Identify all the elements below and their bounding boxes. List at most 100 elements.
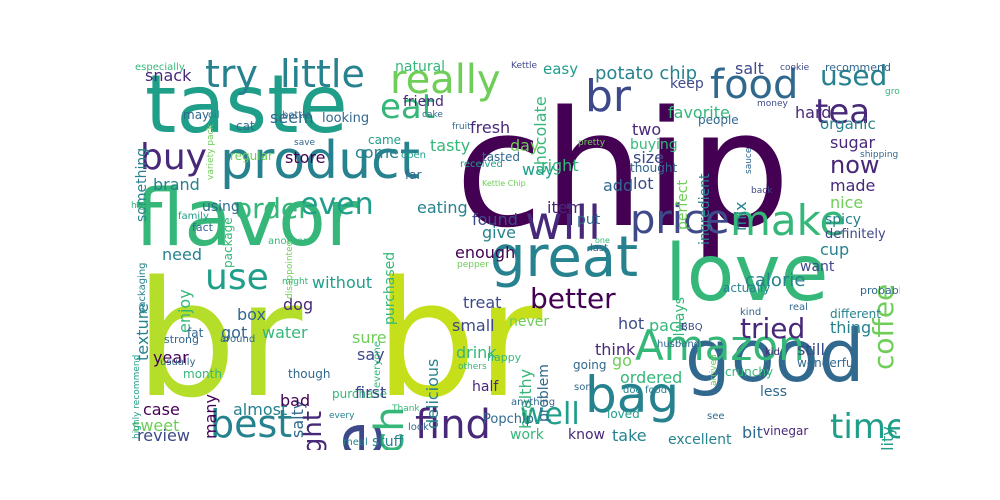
cloud-word-try: try xyxy=(205,52,259,96)
cloud-word-tasted: tasted xyxy=(482,150,521,164)
cloud-word-organic: organic xyxy=(820,115,876,133)
cloud-word-perfect: perfect xyxy=(675,179,691,230)
cloud-word-food: food xyxy=(710,62,799,108)
cloud-word-thank: Thank xyxy=(392,404,420,414)
cloud-word-tasty: tasty xyxy=(430,136,471,155)
cloud-word-made: made xyxy=(830,176,876,195)
cloud-word-keep: keep xyxy=(670,76,704,92)
cloud-word-better: better xyxy=(530,282,616,315)
cloud-word-every: every xyxy=(329,411,355,421)
cloud-word-take: take xyxy=(612,426,647,445)
cloud-word-bbq: BBQ xyxy=(681,322,703,333)
cloud-word-kind: kind xyxy=(740,307,762,318)
cloud-word-nice: nice xyxy=(830,193,864,212)
cloud-word-need: need xyxy=(162,245,202,264)
cloud-word-now: now xyxy=(830,151,880,179)
cloud-word-best: best xyxy=(210,402,293,446)
cloud-word-really: really xyxy=(390,57,501,103)
cloud-word-money: money xyxy=(757,99,788,109)
word-cloud: chipbrbrtasteflavoronegoodloveproductgre… xyxy=(125,50,900,450)
cloud-word-dog: dog xyxy=(283,295,314,314)
cloud-word-put: put xyxy=(577,212,601,228)
cloud-word-bad: bad xyxy=(280,391,311,410)
cloud-word-treat: treat xyxy=(463,293,502,312)
cloud-word-oil: oil xyxy=(208,110,220,121)
cloud-word-though: though xyxy=(288,367,331,381)
cloud-word-popchip: Popchip xyxy=(483,412,534,427)
cloud-word-ingredient: ingredient xyxy=(697,173,713,245)
cloud-word-small: small xyxy=(452,316,495,335)
cloud-word-calorie: calorie xyxy=(745,270,806,291)
cloud-word-tried: tried xyxy=(740,312,806,345)
cloud-word-first: first xyxy=(355,383,387,402)
cloud-word-packaging: packaging xyxy=(137,262,148,314)
cloud-word-definitely: definitely xyxy=(825,227,886,242)
cloud-word-pepper: pepper xyxy=(457,260,489,270)
cloud-word-may: may xyxy=(183,108,210,122)
cloud-word-tea: tea xyxy=(815,92,871,132)
cloud-word-happy: happy xyxy=(487,351,522,364)
cloud-word-received: received xyxy=(460,159,503,170)
cloud-word-pretty: pretty xyxy=(578,138,606,148)
cloud-word-say: say xyxy=(357,345,385,364)
cloud-word-used: used xyxy=(820,59,888,92)
cloud-word-recommend: recommend xyxy=(825,61,891,74)
cloud-word-another: another xyxy=(268,236,308,247)
cloud-word-br-3: br xyxy=(585,71,632,122)
cloud-word-cookie: cookie xyxy=(780,63,810,73)
cloud-word-less: less xyxy=(760,384,788,400)
cloud-word-think: think xyxy=(595,340,636,359)
cloud-word-look: look xyxy=(408,422,429,433)
cloud-word-everyone: everyone xyxy=(372,341,383,388)
cloud-word-quality: quality xyxy=(878,426,897,450)
cloud-word-natural: natural xyxy=(395,59,446,75)
cloud-word-seem: seem xyxy=(270,108,314,127)
cloud-word-snack: snack xyxy=(145,66,192,85)
cloud-word-will: will xyxy=(525,196,601,250)
cloud-word-different: different xyxy=(830,307,881,321)
cloud-word-friend: friend xyxy=(403,94,444,110)
cloud-word-actually: actually xyxy=(723,281,771,295)
cloud-word-love: love xyxy=(665,229,829,319)
cloud-word-buy: buy xyxy=(140,137,207,178)
cloud-word-many: many xyxy=(201,394,220,440)
cloud-word-little: little xyxy=(280,52,365,96)
cloud-word-sugar: sugar xyxy=(830,133,876,152)
cloud-word-good: good xyxy=(685,314,865,398)
cloud-word-br-1: br xyxy=(135,246,303,433)
cloud-word-sure: sure xyxy=(352,328,387,347)
cloud-word-without: without xyxy=(312,273,373,292)
cloud-word-family: family xyxy=(178,211,209,222)
cloud-word-potato-chip: potato chip xyxy=(595,63,698,84)
cloud-word-looking: looking xyxy=(322,111,370,126)
cloud-word-around: around xyxy=(220,334,256,345)
cloud-word-still: still xyxy=(797,340,825,359)
cloud-word-spicy: spicy xyxy=(825,212,862,228)
cloud-word-amazon: Amazon xyxy=(635,321,805,370)
cloud-word-others: others xyxy=(458,362,487,372)
cloud-word-product: product xyxy=(220,131,421,191)
cloud-word-month: month xyxy=(183,367,222,381)
cloud-word-kettle: Kettle xyxy=(511,61,538,71)
cloud-word-salt: salt xyxy=(735,59,764,78)
cloud-word-probably: probably xyxy=(860,284,900,297)
cloud-word-last: last xyxy=(590,243,609,254)
cloud-word-crunchy: crunchy xyxy=(725,365,774,379)
cloud-word-package: package xyxy=(221,217,235,269)
cloud-word-cake: cake xyxy=(422,110,443,120)
cloud-word-enough: enough xyxy=(455,243,516,262)
cloud-word-came: came xyxy=(368,133,402,147)
cloud-word-box: box xyxy=(237,305,266,324)
cloud-word-loved: loved xyxy=(607,407,640,421)
cloud-word-make: make xyxy=(730,196,846,245)
cloud-word-cat: cat xyxy=(236,119,255,133)
cloud-word-kettle-chip: Kettle Chip xyxy=(482,179,526,188)
cloud-word-high: high xyxy=(131,201,151,211)
cloud-word-highly-recommend: highly recommend xyxy=(132,354,142,439)
cloud-word-disappointed: disappointed xyxy=(285,240,295,299)
cloud-word-see: see xyxy=(707,411,725,422)
cloud-word-cup: cup xyxy=(820,240,850,259)
cloud-word-order: order xyxy=(235,192,310,225)
cloud-word-meal: meal xyxy=(343,437,368,448)
cloud-word-hot: hot xyxy=(618,314,645,333)
